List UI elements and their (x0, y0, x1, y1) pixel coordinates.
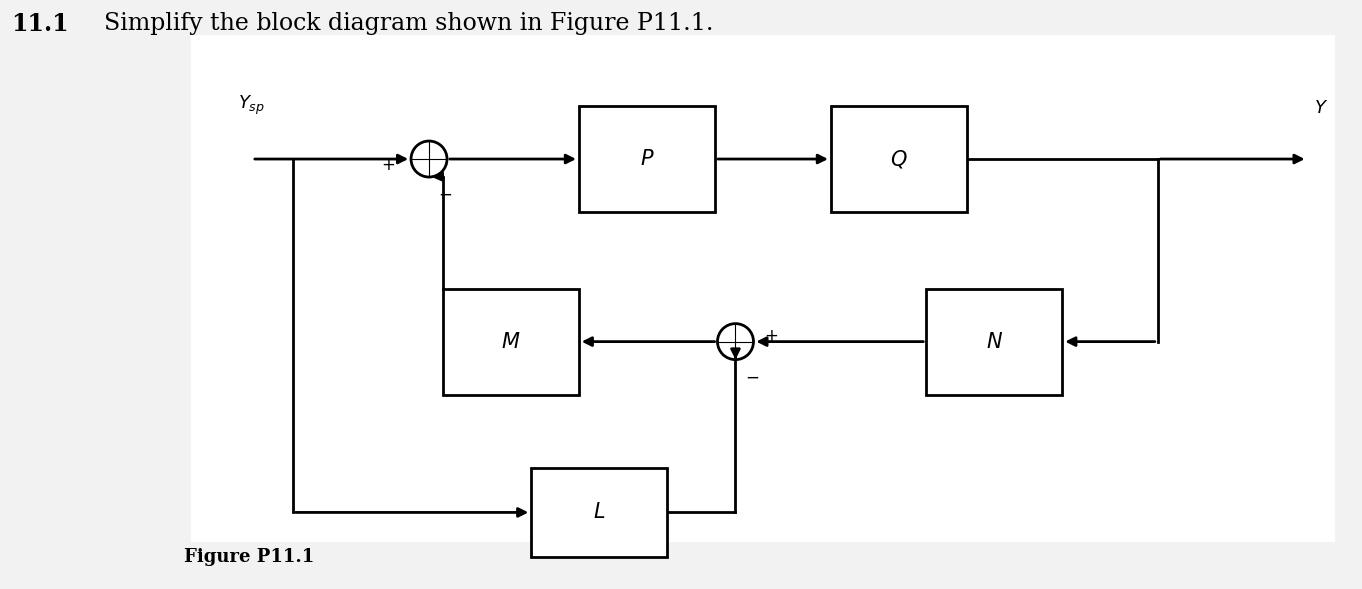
Ellipse shape (411, 141, 447, 177)
Text: $M$: $M$ (501, 332, 520, 352)
Bar (926, 289, 1062, 395)
Text: $Q$: $Q$ (891, 148, 907, 170)
Text: −: − (745, 369, 759, 386)
Text: $N$: $N$ (986, 332, 1002, 352)
Text: 11.1: 11.1 (11, 12, 68, 36)
Bar (191, 35, 1335, 542)
Text: +: + (381, 156, 395, 174)
Text: $L$: $L$ (592, 502, 606, 522)
Text: $Y$: $Y$ (1314, 100, 1328, 117)
Bar (831, 106, 967, 212)
Text: $P$: $P$ (640, 149, 654, 169)
Ellipse shape (718, 323, 753, 360)
Text: +: + (764, 327, 778, 345)
Text: Simplify the block diagram shown in Figure P11.1.: Simplify the block diagram shown in Figu… (89, 12, 714, 35)
Text: Figure P11.1: Figure P11.1 (184, 548, 315, 566)
Text: $Y_{sp}$: $Y_{sp}$ (238, 94, 266, 117)
Bar (579, 106, 715, 212)
Bar (443, 289, 579, 395)
Bar (531, 468, 667, 557)
Text: −: − (439, 186, 452, 204)
